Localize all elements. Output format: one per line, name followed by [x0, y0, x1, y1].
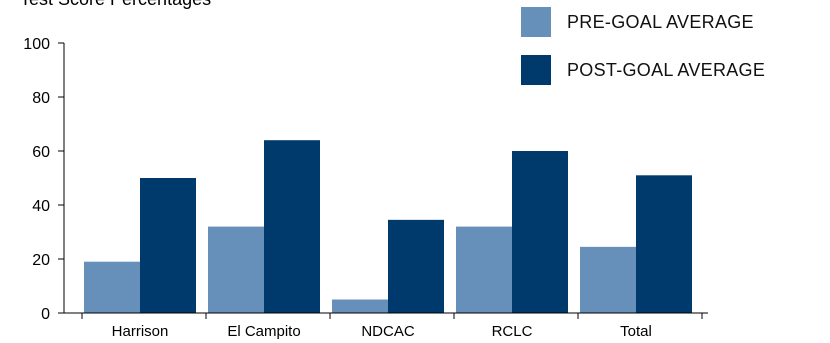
x-tick-label-ndcac: NDCAC — [361, 323, 415, 340]
legend: PRE-GOAL AVERAGE POST-GOAL AVERAGE — [521, 6, 765, 102]
bar-pre-goal-ndcac — [332, 299, 388, 313]
x-tick-label-rclc: RCLC — [492, 323, 533, 340]
legend-swatch-post-goal — [521, 55, 551, 85]
y-tick-label: 20 — [32, 252, 50, 269]
bar-pre-goal-total — [580, 246, 636, 313]
legend-label-pre-goal: PRE-GOAL AVERAGE — [567, 11, 754, 32]
legend-swatch-pre-goal — [521, 7, 551, 37]
bar-post-goal-el-campito — [264, 140, 320, 313]
x-tick-label-el-campito: El Campito — [227, 323, 300, 340]
y-tick-label: 60 — [32, 144, 50, 161]
bar-pre-goal-el-campito — [208, 226, 264, 313]
x-tick-label-harrison: Harrison — [112, 323, 169, 340]
bar-post-goal-ndcac — [388, 219, 444, 313]
bar-post-goal-rclc — [512, 151, 568, 313]
y-tick-label: 100 — [23, 36, 50, 53]
legend-label-post-goal: POST-GOAL AVERAGE — [567, 59, 766, 80]
x-tick-label-total: Total — [620, 323, 652, 340]
y-tick-label: 0 — [41, 306, 50, 323]
legend-item-pre-goal: PRE-GOAL AVERAGE — [521, 6, 765, 38]
legend-item-post-goal: POST-GOAL AVERAGE — [521, 54, 765, 86]
bar-post-goal-harrison — [140, 178, 196, 313]
bar-pre-goal-harrison — [84, 261, 140, 313]
y-tick-label: 40 — [32, 198, 50, 215]
bar-pre-goal-rclc — [456, 226, 512, 313]
chart-title: Test Score Percentages — [20, 0, 211, 10]
bar-post-goal-total — [636, 175, 692, 313]
y-tick-label: 80 — [32, 90, 50, 107]
